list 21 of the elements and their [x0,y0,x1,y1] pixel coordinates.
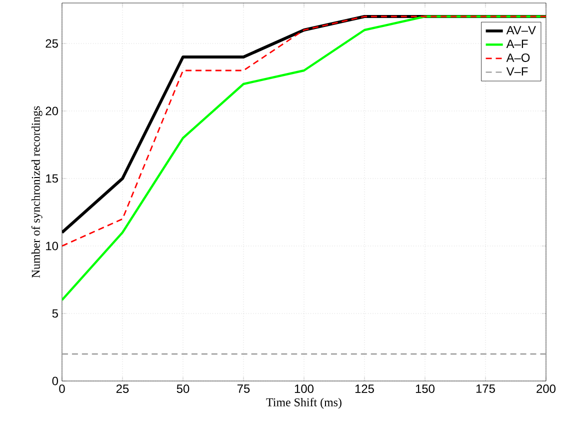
x-tick-label: 150 [416,384,435,393]
y-tick-label: 5 [52,309,58,318]
x-tick-label: 100 [294,384,314,393]
x-tick-label: 125 [355,384,374,393]
y-tick-label: 0 [52,376,58,386]
x-axis-title: Time Shift (ms) [266,398,342,409]
y-tick-label: 10 [46,242,58,250]
y-axis-title: Number of synchronized recordings [31,106,42,278]
legend-label: A–F [506,40,528,48]
x-tick-label: 75 [237,384,250,393]
x-tick-label: 25 [116,384,129,393]
legend-label: V–F [506,67,528,76]
x-tick-label: 175 [476,384,495,393]
legend-label: A–O [506,53,530,62]
y-tick-label: 15 [46,174,58,183]
x-tick-label: 200 [536,384,556,393]
x-tick-label: 50 [176,384,190,393]
y-tick-label: 20 [46,106,58,116]
y-tick-label: 25 [46,39,58,48]
legend-label: AV–V [506,26,536,34]
x-tick-label: 0 [59,384,65,393]
